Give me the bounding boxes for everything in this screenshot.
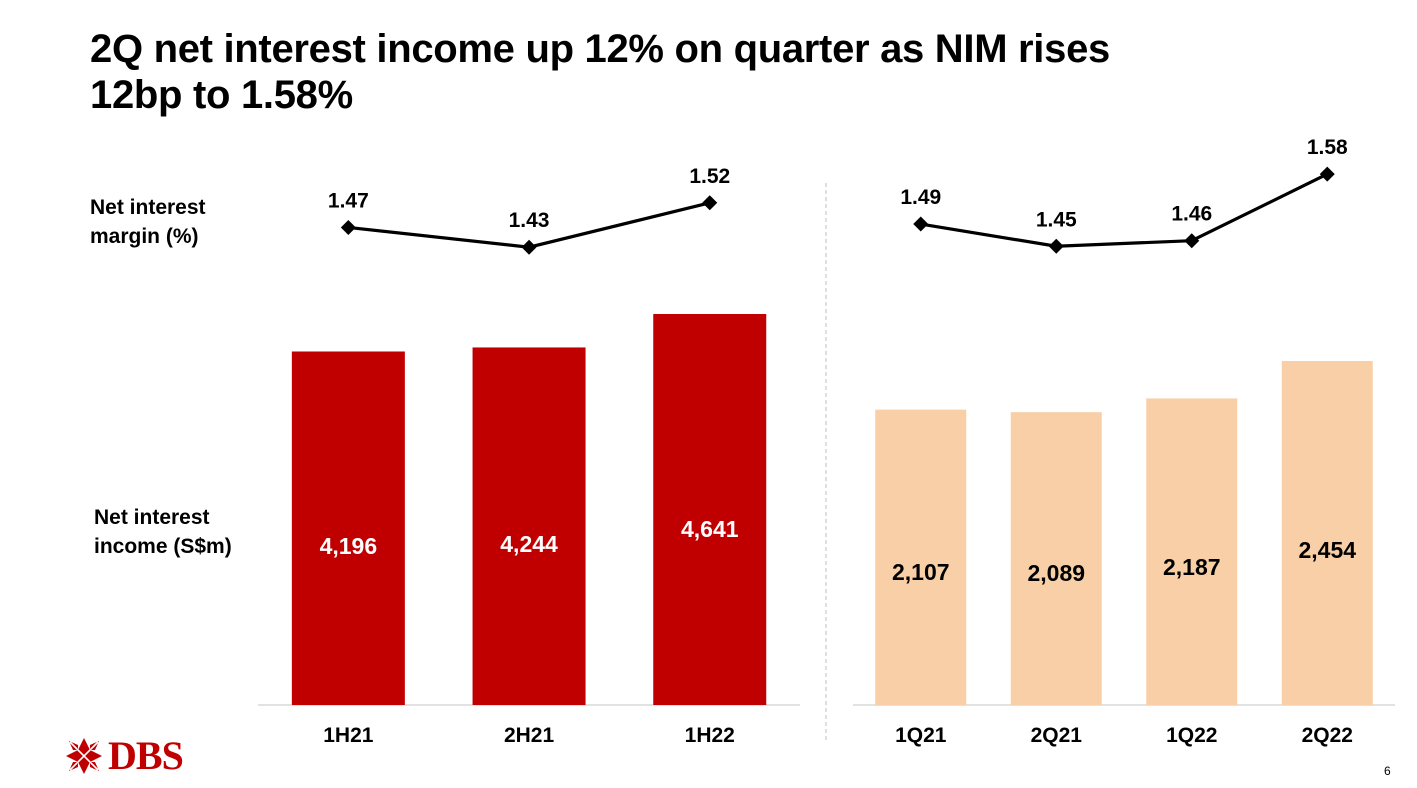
quarter-category-label: 1Q21 (895, 724, 947, 747)
half-year-category-label: 2H21 (504, 724, 555, 747)
quarter-category-label: 1Q22 (1166, 724, 1217, 747)
dbs-star-icon (66, 738, 102, 774)
nim-row-label-line-2: margin (%) (90, 225, 199, 248)
slide-title-line-1: 2Q net interest income up 12% on quarter… (90, 27, 1110, 71)
nii-row-label-line-2: income (S$m) (94, 535, 232, 558)
quarter-bar-value-label: 2,454 (1298, 537, 1356, 563)
quarter-category-label: 2Q22 (1302, 724, 1353, 747)
dbs-logo-text: DBS (108, 733, 184, 778)
half-year-bar-1H22 (653, 314, 767, 705)
slide-title-line-2: 12bp to 1.58% (90, 73, 353, 117)
quarter-nim-value-label: 1.46 (1171, 203, 1212, 226)
quarter-category-label: 2Q21 (1031, 724, 1083, 747)
slide-title: 2Q net interest income up 12% on quarter… (90, 26, 1290, 118)
half-year-nim-marker (340, 219, 356, 235)
quarter-nim-value-label: 1.58 (1307, 136, 1348, 159)
half-year-nim-marker (521, 239, 537, 255)
half-year-nim-value-label: 1.52 (689, 165, 730, 188)
quarter-nim-line (920, 172, 1328, 248)
half-year-category-label: 1H22 (685, 724, 735, 747)
half-year-bar-value-label: 4,244 (500, 531, 558, 557)
nii-row-label-line-1: Net interest (94, 506, 210, 529)
half-year-category-label: 1H21 (323, 724, 374, 747)
quarter-bar-value-label: 2,089 (1027, 560, 1085, 586)
quarter-bar-2Q21 (1010, 412, 1102, 705)
half-year-nim-value-label: 1.43 (509, 209, 550, 232)
nii-row-label: Net interest income (S$m) (94, 503, 232, 561)
half-year-bar-2H21 (472, 347, 586, 705)
quarter-bar-1Q21 (875, 409, 967, 705)
quarter-nim-marker (1319, 166, 1335, 182)
quarter-nim-value-label: 1.45 (1036, 208, 1077, 231)
half-year-bar-value-label: 4,641 (681, 516, 739, 542)
quarter-bar-1Q22 (1146, 398, 1238, 705)
half-year-bar-1H21 (291, 351, 405, 705)
half-year-nim-value-label: 1.47 (328, 189, 369, 212)
quarter-bar-2Q22 (1281, 361, 1373, 705)
quarter-nim-marker (913, 216, 929, 232)
quarter-bar-value-label: 2,107 (892, 559, 950, 585)
half-year-nim-marker (702, 195, 718, 211)
quarter-nim-value-label: 1.49 (900, 186, 941, 209)
page-number: 6 (1384, 764, 1391, 778)
quarter-nim-marker (1184, 233, 1200, 249)
nim-row-label-line-1: Net interest (90, 196, 206, 219)
quarter-nim-marker (1048, 238, 1064, 254)
quarter-bar-value-label: 2,187 (1163, 554, 1221, 580)
dbs-logo: DBS (64, 733, 184, 778)
half-year-bar-value-label: 4,196 (320, 533, 378, 559)
nim-row-label: Net interest margin (%) (90, 193, 206, 251)
